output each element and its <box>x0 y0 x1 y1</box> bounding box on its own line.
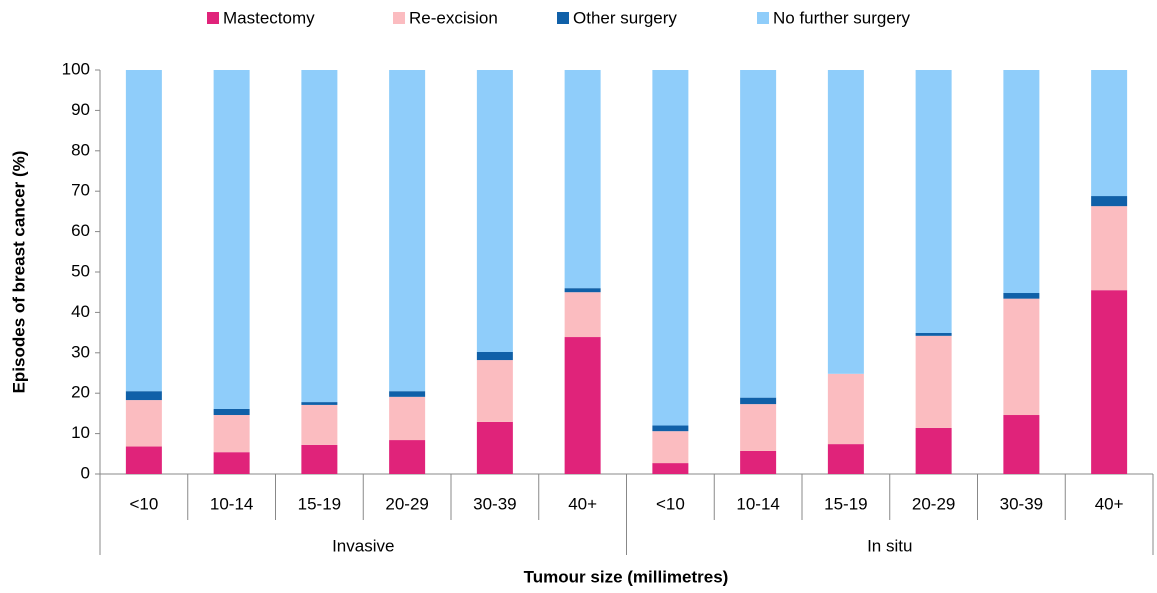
bar-segment <box>1003 70 1040 294</box>
y-tick-label: 90 <box>71 100 90 119</box>
x-tick-label: 15-19 <box>824 494 867 513</box>
bar-segment <box>1091 290 1128 474</box>
x-tick-label: 40+ <box>568 494 597 513</box>
bar-segment <box>564 292 601 338</box>
bar-segment <box>652 70 689 426</box>
bar-segment <box>389 396 426 441</box>
y-axis-title: Episodes of breast cancer (%) <box>9 151 28 394</box>
bar-segment <box>389 391 426 397</box>
y-tick-label: 0 <box>81 463 90 482</box>
x-tick-label: 30-39 <box>473 494 516 513</box>
y-tick-label: 40 <box>71 302 90 321</box>
bar-segment <box>301 70 338 403</box>
legend-label: No further surgery <box>773 8 910 27</box>
bar-segment <box>301 444 338 474</box>
legend-label: Other surgery <box>573 8 677 27</box>
x-tick-label: <10 <box>129 494 158 513</box>
bar-segment <box>476 351 513 361</box>
bar-segment <box>1091 196 1128 207</box>
bar-segment <box>213 70 250 409</box>
x-tick-label: 20-29 <box>912 494 955 513</box>
bar-segment <box>1091 70 1128 197</box>
legend-swatch <box>207 12 219 24</box>
bar-segment <box>389 440 426 474</box>
y-tick-label: 50 <box>71 261 90 280</box>
bar-segment <box>740 70 777 398</box>
group-label: Invasive <box>332 536 394 555</box>
bar-segment <box>476 360 513 422</box>
bar-segment <box>125 400 162 447</box>
bar-segment <box>213 452 250 474</box>
y-tick-label: 80 <box>71 140 90 159</box>
x-tick-label: <10 <box>656 494 685 513</box>
x-tick-label: 15-19 <box>298 494 341 513</box>
bar-segment <box>740 450 777 474</box>
x-tick-label: 40+ <box>1095 494 1124 513</box>
legend-label: Re-excision <box>409 8 498 27</box>
bar-segment <box>652 425 689 432</box>
bar-segment <box>125 70 162 392</box>
bar-segment <box>389 70 426 392</box>
bar-segment <box>1003 293 1040 299</box>
bar-segment <box>652 463 689 474</box>
bar-segment <box>827 70 864 374</box>
legend-swatch <box>757 12 769 24</box>
bar-segment <box>213 415 250 453</box>
y-tick-label: 100 <box>62 59 90 78</box>
y-tick-label: 10 <box>71 423 90 442</box>
bar-segment <box>1003 298 1040 416</box>
bar-segment <box>915 333 952 336</box>
bar-segment <box>301 404 338 445</box>
bar-segment <box>1003 415 1040 474</box>
bar-segment <box>564 288 601 293</box>
bar-segment <box>652 431 689 464</box>
bar-segment <box>564 70 601 289</box>
bar-segment <box>564 337 601 474</box>
bar-segment <box>915 335 952 428</box>
bar-segment <box>125 391 162 401</box>
x-tick-label: 10-14 <box>736 494 779 513</box>
bar-segment <box>915 427 952 474</box>
x-axis-title: Tumour size (millimetres) <box>524 567 729 586</box>
group-label: In situ <box>867 536 912 555</box>
y-tick-label: 70 <box>71 181 90 200</box>
bar-segment <box>476 70 513 352</box>
legend-label: Mastectomy <box>223 8 315 27</box>
bar-segment <box>827 373 864 445</box>
x-tick-label: 20-29 <box>385 494 428 513</box>
bar-segment <box>1091 206 1128 291</box>
bar-segment <box>827 444 864 474</box>
bar-segment <box>213 408 250 416</box>
bar-segment <box>301 402 338 405</box>
legend-swatch <box>557 12 569 24</box>
x-tick-label: 10-14 <box>210 494 253 513</box>
bar-segment <box>915 70 952 334</box>
y-tick-label: 60 <box>71 221 90 240</box>
bar-segment <box>125 446 162 474</box>
bar-segment <box>740 404 777 451</box>
x-tick-label: 30-39 <box>1000 494 1043 513</box>
y-tick-label: 30 <box>71 342 90 361</box>
legend-swatch <box>393 12 405 24</box>
y-tick-label: 20 <box>71 383 90 402</box>
bar-segment <box>476 421 513 474</box>
bar-segment <box>740 397 777 405</box>
